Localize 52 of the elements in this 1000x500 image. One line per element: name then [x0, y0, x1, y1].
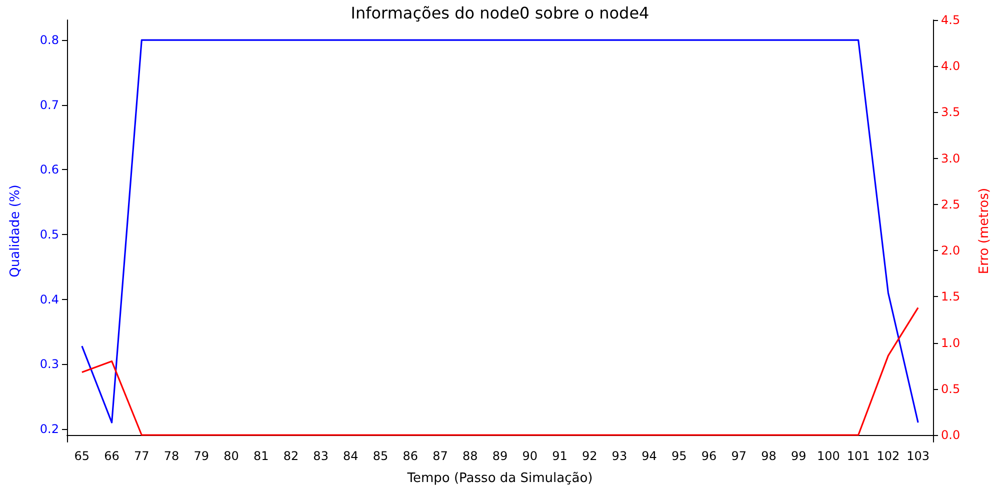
y-axis-title: Qualidade (%)	[8, 184, 23, 278]
x-tick-label: 87	[432, 449, 448, 463]
y-tick-label: 0.6	[40, 162, 59, 177]
x-tick-label: 86	[402, 449, 418, 463]
y2-tick-label: 4.5	[941, 13, 960, 27]
x-tick-label: 99	[790, 449, 806, 463]
y2-tick-label: 1.0	[941, 336, 960, 350]
y-tick-label: 0.5	[40, 228, 59, 242]
x-tick-label: 84	[343, 449, 358, 463]
x-tick-label: 79	[194, 449, 210, 463]
x-tick-label: 98	[761, 449, 776, 463]
x-tick-label: 88	[462, 449, 478, 463]
x-tick-label: 92	[582, 449, 598, 463]
x-tick-label: 90	[522, 449, 538, 463]
x-tick-label: 96	[701, 449, 717, 463]
line-series	[81, 39, 919, 424]
x-tick-label: 94	[642, 449, 657, 463]
x-tick-label: 80	[224, 449, 239, 463]
x-tick-label: 100	[817, 449, 840, 463]
y-tick-label: 0.2	[40, 422, 59, 436]
x-tick-label: 85	[372, 449, 388, 463]
x-tick-label: 103	[906, 449, 930, 463]
y2-tick-label: 0.5	[941, 382, 960, 396]
y-tick-label: 0.3	[40, 357, 59, 372]
y2-tick-label: 3.5	[941, 105, 960, 120]
y2-tick-label: 0.0	[941, 428, 960, 442]
x-tick-label: 93	[612, 449, 628, 463]
x-tick-label: 102	[876, 449, 900, 463]
x-tick-label: 81	[253, 449, 269, 463]
x-tick-label: 91	[552, 449, 568, 463]
y2-tick-label: 3.0	[941, 151, 960, 166]
y-tick-label: 0.4	[40, 292, 59, 306]
line-series	[81, 306, 919, 436]
y-tick-label: 0.8	[40, 33, 59, 48]
x-tick-label: 89	[492, 449, 508, 463]
x-tick-label: 97	[731, 449, 747, 463]
x-tick-label: 78	[164, 449, 180, 463]
y2-axis-title: Erro (metros)	[977, 188, 992, 274]
x-tick-label: 77	[134, 449, 150, 463]
x-tick-label: 82	[283, 449, 299, 463]
y2-tick-label: 1.5	[941, 290, 960, 304]
x-tick-label: 95	[672, 449, 687, 463]
y2-tick-label: 4.0	[941, 59, 960, 74]
y2-tick-label: 2.5	[941, 197, 960, 212]
y-tick-label: 0.7	[40, 98, 59, 112]
x-tick-label: 65	[74, 449, 90, 463]
x-tick-label: 101	[846, 449, 870, 463]
x-tick-label: 83	[313, 449, 328, 463]
x-axis-title: Tempo (Passo da Simulação)	[406, 471, 593, 486]
x-tick-label: 66	[104, 449, 120, 463]
chart-title: Informações do node0 sobre o node4	[350, 4, 650, 22]
y2-tick-label: 2.0	[941, 244, 960, 258]
